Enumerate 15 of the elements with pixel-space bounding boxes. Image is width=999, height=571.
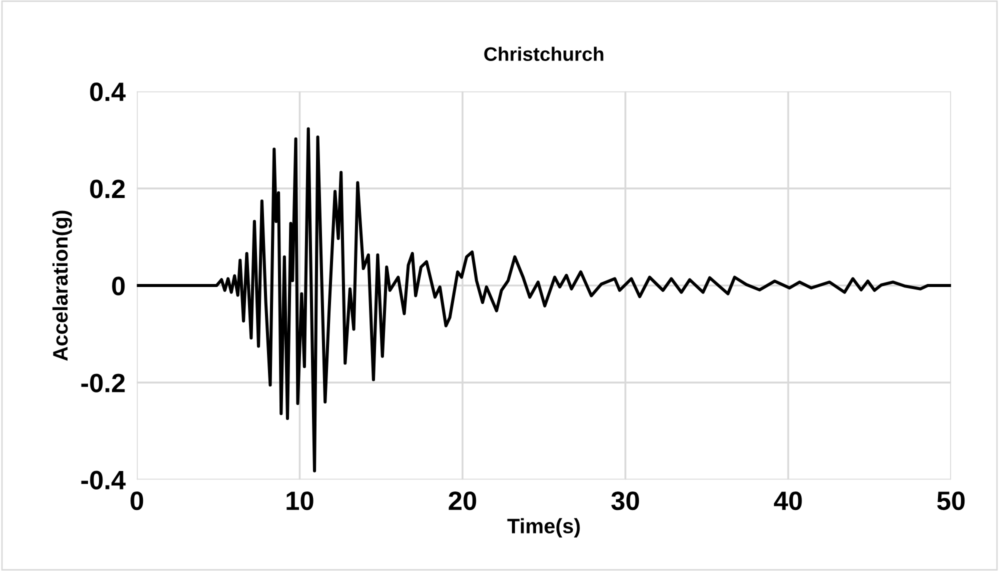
y-tick-label: -0.4 xyxy=(81,470,126,490)
x-tick-label: 10 xyxy=(286,491,314,510)
x-axis-title: Time(s) xyxy=(507,518,580,538)
x-tick-label: 30 xyxy=(611,491,639,510)
y-axis-title: Accelaration(g) xyxy=(52,210,72,361)
y-tick-label: 0.2 xyxy=(90,180,125,198)
y-tick-label: 0 xyxy=(112,276,125,296)
x-tick-label: 0 xyxy=(130,491,144,510)
x-tick-label: 50 xyxy=(937,491,965,510)
y-tick-label: 0.4 xyxy=(90,82,126,102)
line-series xyxy=(136,127,952,472)
x-tick-label: 40 xyxy=(774,491,802,510)
x-tick-label: 20 xyxy=(448,491,476,510)
y-tick-label: -0.2 xyxy=(81,374,125,392)
chart-title: Christchurch xyxy=(484,46,604,61)
